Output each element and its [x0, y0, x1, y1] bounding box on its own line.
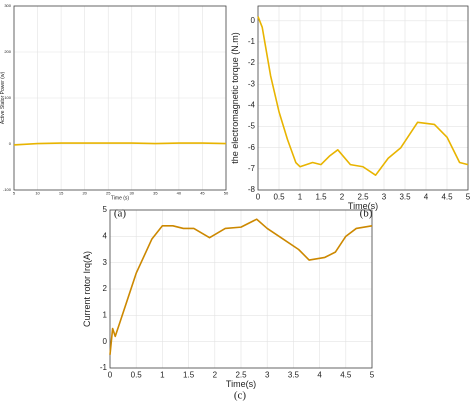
y-tick-label: 3 [103, 258, 108, 267]
x-axis-label: Time(s) [226, 379, 256, 389]
x-tick-label: 5 [466, 192, 471, 201]
y-tick-label: 100 [4, 95, 11, 100]
x-tick-label: 3.5 [399, 192, 411, 201]
y-tick-label: 0 [9, 141, 12, 146]
x-tick-label: 2.5 [235, 370, 247, 379]
x-tick-label: 2 [213, 370, 218, 379]
y-tick-label: 200 [4, 49, 11, 54]
data-line [13, 142, 227, 146]
y-tick-label: -7 [248, 164, 256, 173]
data-line [257, 16, 469, 176]
y-tick-label: 1 [103, 310, 108, 319]
x-tick-label: 25 [106, 191, 111, 196]
x-tick-label: 1 [298, 192, 303, 201]
x-tick-label: 4 [317, 370, 322, 379]
x-tick-label: 50 [224, 191, 229, 196]
x-tick-label: 20 [82, 191, 87, 196]
x-tick-label: 3 [382, 192, 387, 201]
caption: (c) [234, 390, 247, 402]
x-tick-label: 4 [424, 192, 429, 201]
plot-frame [13, 5, 227, 191]
y-axis-label: Active Stator Power (w) [0, 72, 6, 125]
x-tick-label: 5 [370, 370, 375, 379]
x-tick-label: 0 [108, 370, 113, 379]
y-tick-label: 0 [103, 337, 108, 346]
x-tick-label: 3.5 [288, 370, 300, 379]
x-tick-label: 1.5 [315, 192, 327, 201]
x-axis-label: Time(s) [348, 201, 378, 211]
y-tick-label: -100 [3, 187, 12, 192]
x-axis-label: Time (s) [111, 196, 129, 202]
plot-frame [257, 5, 469, 191]
x-tick-label: 45 [200, 191, 205, 196]
x-tick-label: 30 [130, 191, 135, 196]
y-tick-label: -3 [248, 79, 256, 88]
x-tick-label: 4.5 [441, 192, 453, 201]
y-tick-label: -8 [248, 185, 256, 194]
y-axis-label: the electromagnetic torque (N.m) [230, 32, 240, 164]
y-tick-label: 0 [251, 16, 256, 25]
y-tick-label: -2 [248, 58, 256, 67]
caption: (a) [114, 208, 127, 220]
x-tick-label: 5 [13, 191, 16, 196]
x-tick-label: 0 [256, 192, 261, 201]
caption: (b) [360, 208, 373, 220]
x-tick-label: 0.5 [131, 370, 143, 379]
x-tick-label: 2.5 [357, 192, 369, 201]
x-tick-label: 15 [59, 191, 64, 196]
x-tick-label: 3 [265, 370, 270, 379]
x-tick-label: 2 [340, 192, 345, 201]
plot-frame [109, 209, 373, 369]
x-tick-label: 1 [160, 370, 165, 379]
y-tick-label: -1 [100, 363, 108, 372]
y-tick-label: -4 [248, 101, 256, 110]
y-tick-label: 2 [103, 284, 108, 293]
y-tick-label: -6 [248, 143, 256, 152]
x-tick-label: 40 [177, 191, 182, 196]
x-tick-label: 0.5 [273, 192, 285, 201]
y-axis-label: Current rotor Irq(A) [82, 251, 92, 327]
x-tick-label: 10 [35, 191, 40, 196]
x-tick-label: 1.5 [183, 370, 195, 379]
y-tick-label: 5 [103, 205, 108, 214]
data-line [109, 218, 373, 355]
y-tick-label: -1 [248, 37, 256, 46]
y-tick-label: 300 [4, 3, 11, 8]
x-tick-label: 4.5 [340, 370, 352, 379]
y-tick-label: 4 [103, 231, 108, 240]
x-tick-label: 35 [153, 191, 158, 196]
y-tick-label: -5 [248, 122, 256, 131]
